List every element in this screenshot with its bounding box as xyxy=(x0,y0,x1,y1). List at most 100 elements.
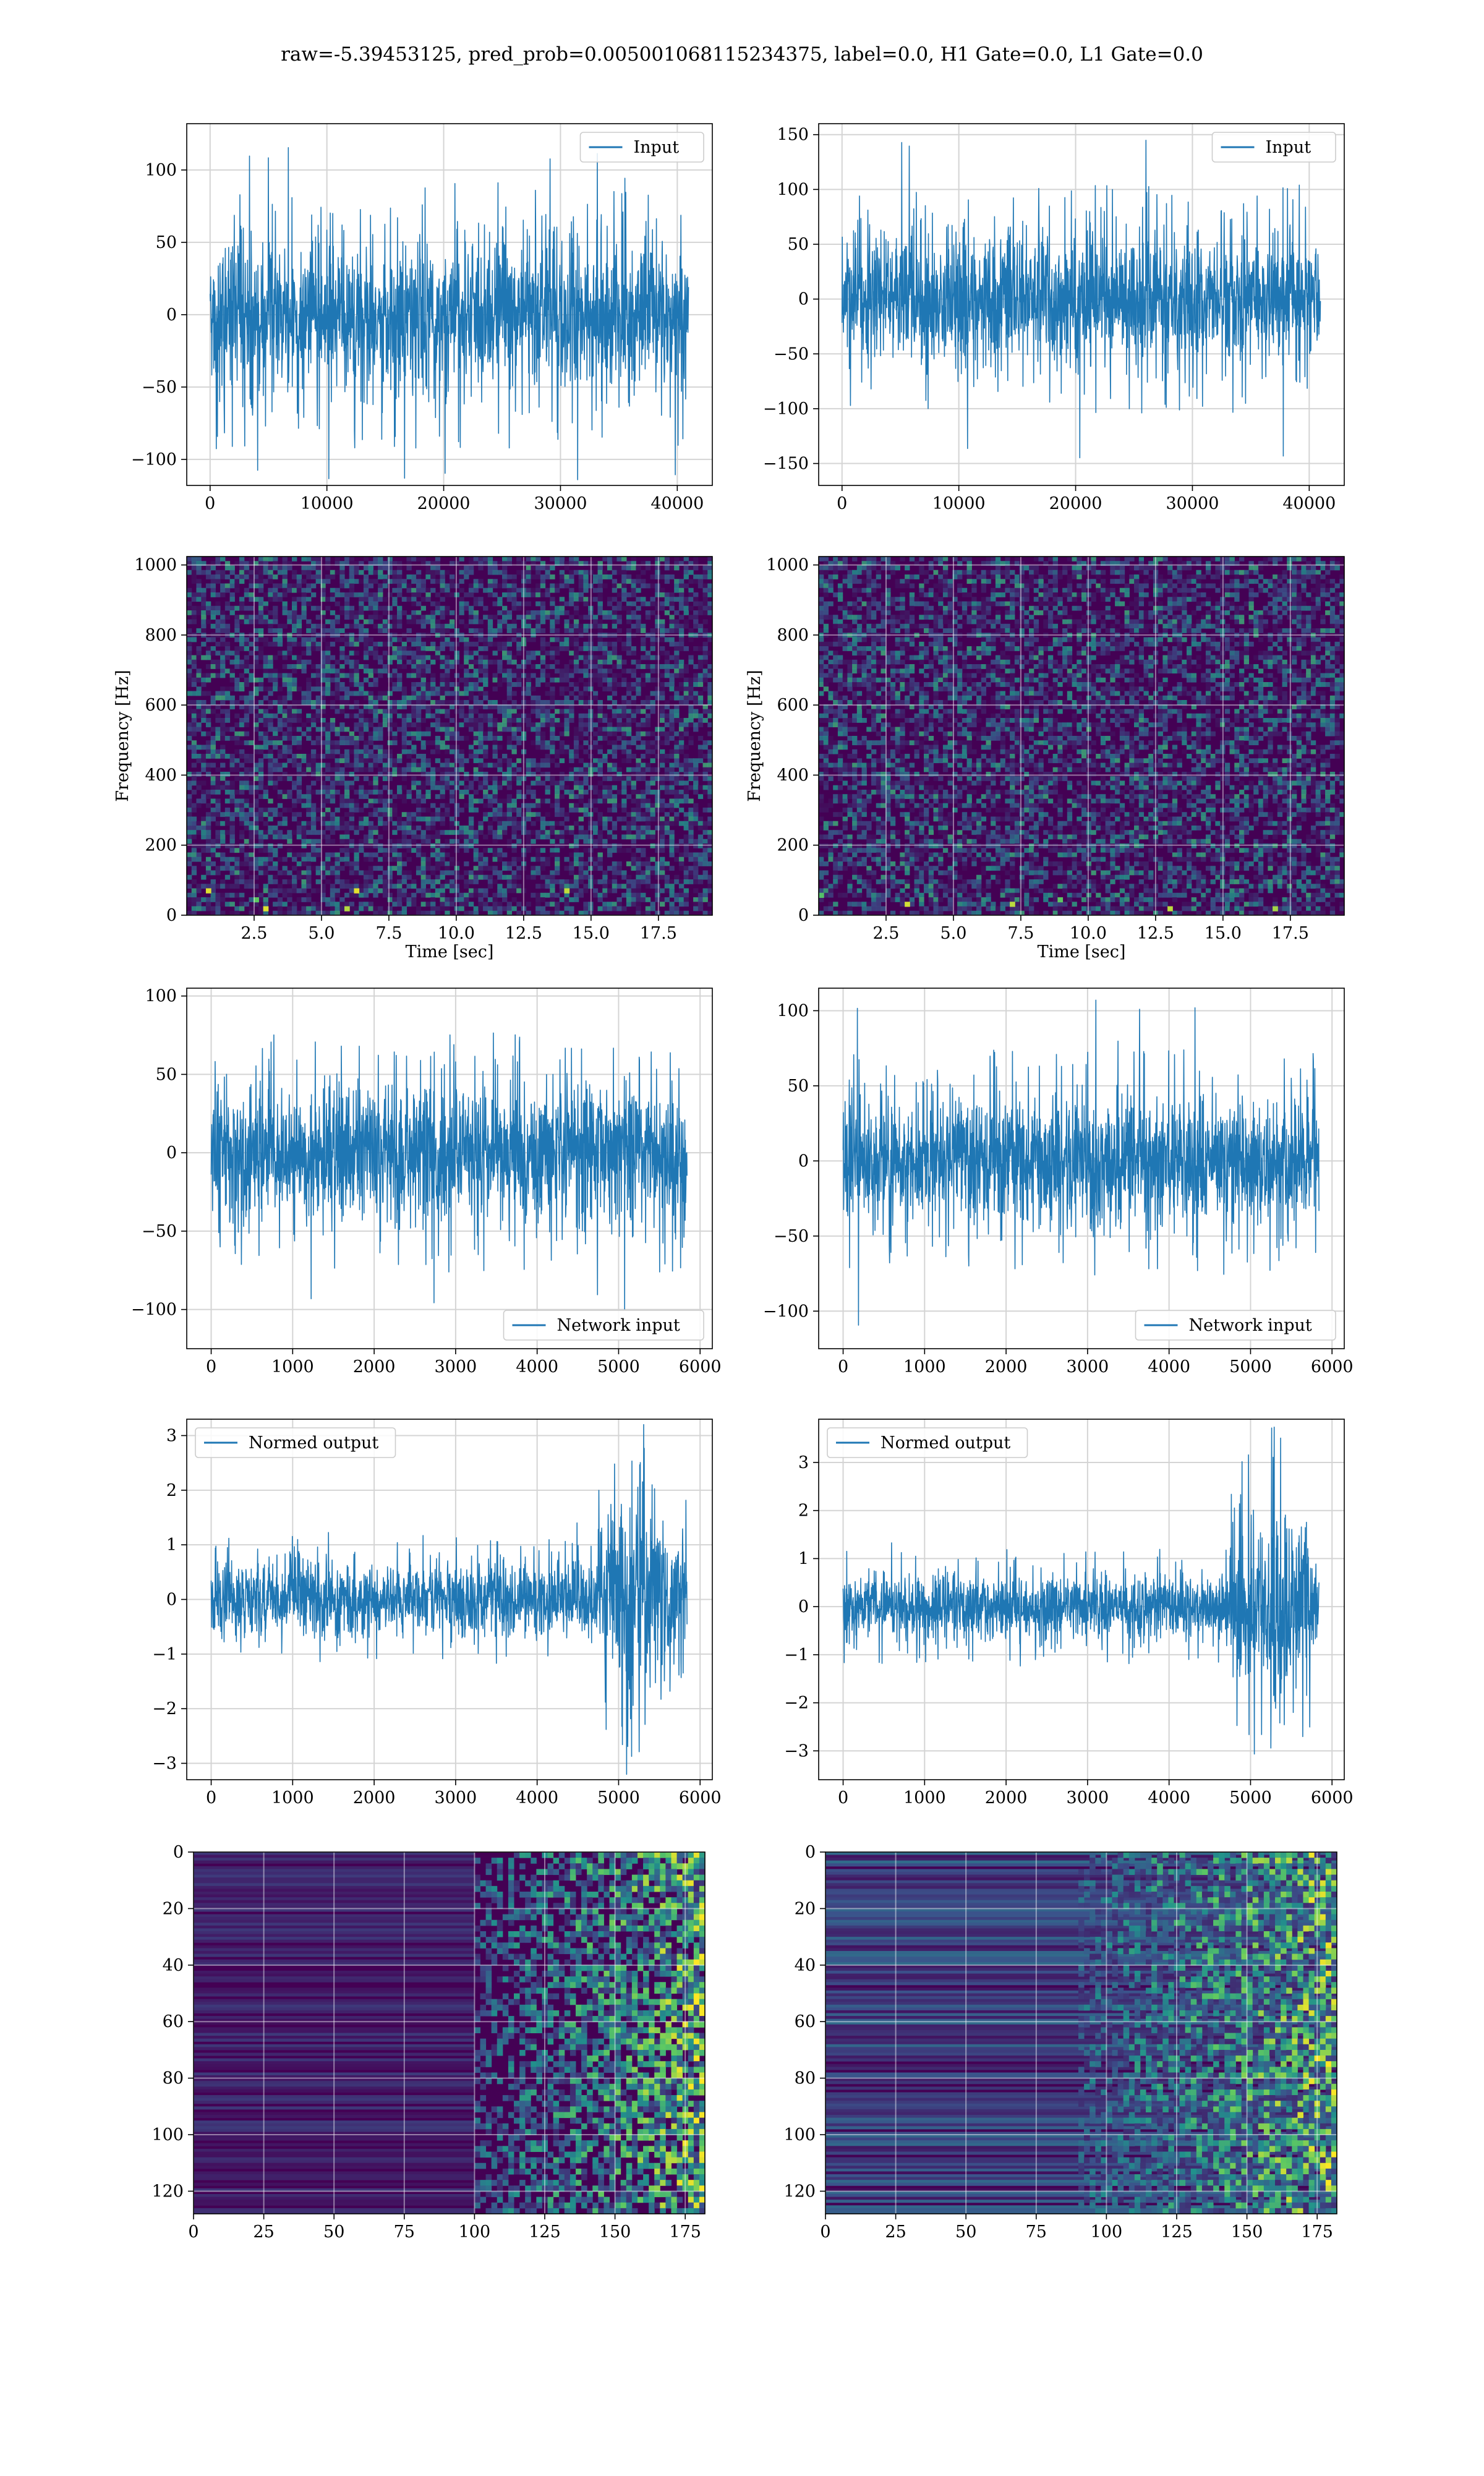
spectrogram-pixel xyxy=(483,736,488,741)
spectrogram-pixel xyxy=(555,557,560,561)
spectrogram-pixel xyxy=(249,861,254,866)
spectrogram-pixel xyxy=(225,843,230,848)
spectrogram-pixel xyxy=(196,907,201,911)
spectrogram-pixel xyxy=(421,866,426,871)
spectrogram-pixel xyxy=(378,808,383,813)
spectrogram-pixel xyxy=(502,642,507,647)
spectrogram-pixel xyxy=(507,592,512,597)
spectrogram-pixel xyxy=(339,821,344,826)
spectrogram-pixel xyxy=(425,592,430,597)
spectrogram-pixel xyxy=(650,628,655,633)
spectrogram-pixel xyxy=(579,879,584,884)
spectrogram-pixel xyxy=(631,584,636,589)
spectrogram-pixel xyxy=(445,884,450,889)
spectrogram-pixel xyxy=(249,709,254,714)
l1-input-series-line xyxy=(842,140,1321,458)
spectrogram-pixel xyxy=(550,803,555,808)
spectrogram-pixel xyxy=(493,686,498,691)
spectrogram-pixel xyxy=(330,668,335,673)
spectrogram-pixel xyxy=(459,893,464,898)
spectrogram-pixel xyxy=(440,907,445,911)
spectrogram-pixel xyxy=(483,794,488,799)
spectrogram-pixel xyxy=(507,727,512,732)
spectrogram-pixel xyxy=(249,740,254,745)
spectrogram-pixel xyxy=(540,646,545,651)
spectrogram-pixel xyxy=(397,884,402,889)
spectrogram-pixel xyxy=(268,763,273,768)
spectrogram-pixel xyxy=(511,602,516,607)
spectrogram-pixel xyxy=(516,857,521,862)
spectrogram-pixel xyxy=(483,812,488,817)
spectrogram-pixel xyxy=(211,588,216,593)
spectrogram-pixel xyxy=(392,588,397,593)
spectrogram-pixel xyxy=(359,758,364,763)
spectrogram-pixel xyxy=(211,664,216,669)
spectrogram-pixel xyxy=(230,781,235,786)
spectrogram-pixel xyxy=(502,584,507,589)
spectrogram-pixel xyxy=(502,678,507,683)
spectrogram-pixel xyxy=(478,758,483,763)
spectrogram-pixel xyxy=(612,570,617,575)
spectrogram-pixel xyxy=(535,767,540,772)
spectrogram-pixel xyxy=(406,884,411,889)
spectrogram-pixel xyxy=(636,745,641,750)
spectrogram-pixel xyxy=(560,678,565,683)
spectrogram-pixel xyxy=(555,763,560,768)
spectrogram-pixel xyxy=(211,808,216,813)
spectrogram-pixel xyxy=(550,602,555,607)
spectrogram-pixel xyxy=(383,884,388,889)
spectrogram-pixel xyxy=(430,812,435,817)
spectrogram-pixel xyxy=(388,758,393,763)
spectrogram-pixel xyxy=(450,682,454,687)
spectrogram-pixel xyxy=(392,740,397,745)
spectrogram-pixel xyxy=(435,875,440,880)
spectrogram-pixel xyxy=(354,853,359,858)
spectrogram-pixel xyxy=(569,790,574,795)
spectrogram-pixel xyxy=(192,817,197,822)
spectrogram-pixel xyxy=(335,857,340,862)
spectrogram-pixel xyxy=(545,799,550,804)
spectrogram-pixel xyxy=(344,848,349,853)
spectrogram-pixel xyxy=(511,606,516,611)
spectrogram-pixel xyxy=(268,727,273,732)
spectrogram-pixel xyxy=(359,790,364,795)
spectrogram-pixel xyxy=(607,574,612,579)
spectrogram-pixel xyxy=(646,615,650,620)
spectrogram-pixel xyxy=(526,673,531,678)
spectrogram-pixel xyxy=(325,664,330,669)
spectrogram-pixel xyxy=(598,799,603,804)
spectrogram-pixel xyxy=(421,839,426,844)
spectrogram-pixel xyxy=(383,826,388,830)
spectrogram-pixel xyxy=(616,745,621,750)
spectrogram-pixel xyxy=(369,758,373,763)
spectrogram-pixel xyxy=(660,651,665,655)
spectrogram-pixel xyxy=(273,615,278,620)
spectrogram-pixel xyxy=(540,875,545,880)
spectrogram-pixel xyxy=(373,732,378,736)
spectrogram-pixel xyxy=(354,754,359,759)
spectrogram-pixel xyxy=(187,736,192,741)
spectrogram-pixel xyxy=(502,817,507,822)
spectrogram-pixel xyxy=(497,709,502,714)
spectrogram-pixel xyxy=(516,740,521,745)
spectrogram-pixel xyxy=(616,664,621,669)
spectrogram-pixel xyxy=(406,700,411,705)
spectrogram-pixel xyxy=(612,620,617,625)
spectrogram-pixel xyxy=(287,678,292,683)
spectrogram-pixel xyxy=(249,651,254,655)
spectrogram-pixel xyxy=(373,602,378,607)
spectrogram-pixel xyxy=(187,817,192,822)
spectrogram-pixel xyxy=(215,871,220,876)
spectrogram-pixel xyxy=(502,799,507,804)
spectrogram-pixel xyxy=(564,749,569,754)
spectrogram-pixel xyxy=(593,790,598,795)
spectrogram-pixel xyxy=(306,763,311,768)
spectrogram-pixel xyxy=(287,722,292,727)
spectrogram-pixel xyxy=(268,808,273,813)
spectrogram-pixel xyxy=(440,853,445,858)
spectrogram-pixel xyxy=(406,794,411,799)
spectrogram-pixel xyxy=(602,584,607,589)
spectrogram-pixel xyxy=(283,763,288,768)
spectrogram-pixel xyxy=(474,879,479,884)
spectrogram-pixel xyxy=(564,830,569,835)
